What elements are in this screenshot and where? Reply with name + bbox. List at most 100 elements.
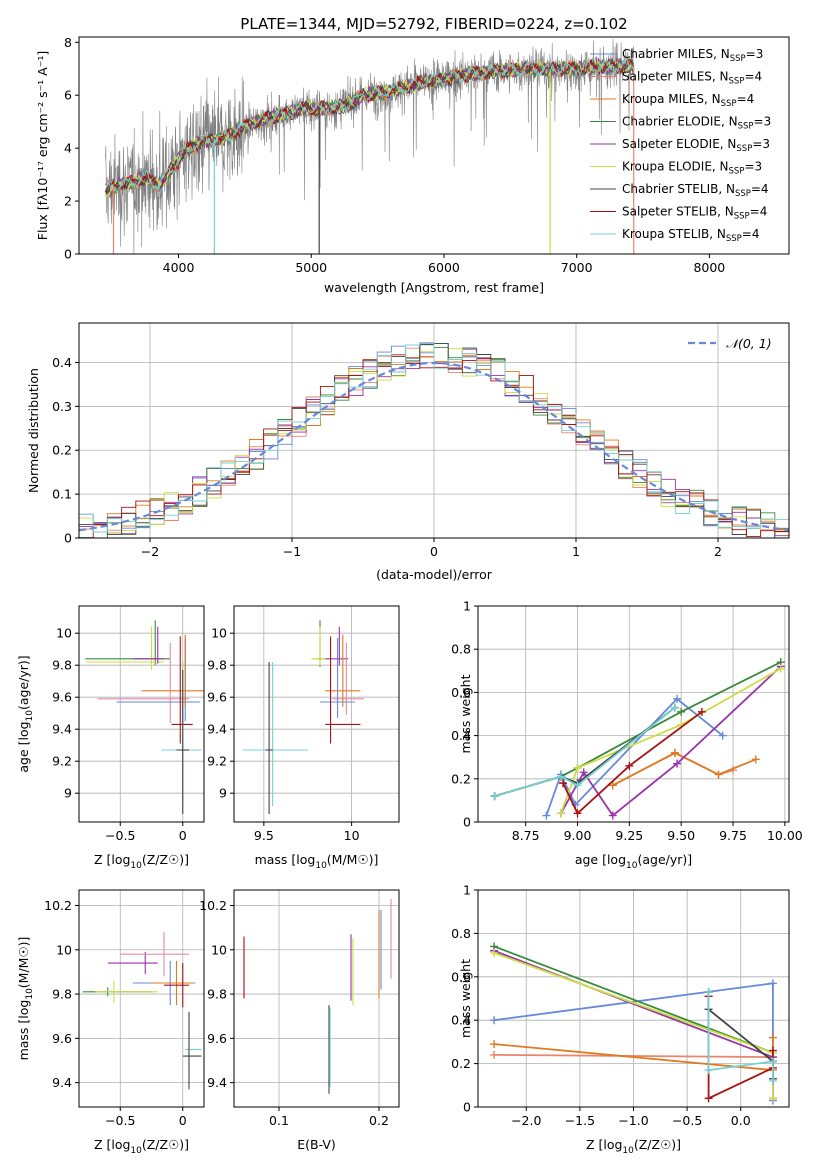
legend-label: Salpeter MILES, NSSP=4 <box>622 70 762 87</box>
legend-tail: =4 <box>744 70 762 84</box>
model-fit-line <box>105 56 634 194</box>
label-sub: 10 <box>25 988 35 1000</box>
legend-tail: =3 <box>746 47 764 61</box>
model-fit-line <box>105 58 634 195</box>
y-tick-label: 10.2 <box>44 898 72 913</box>
weight-marker <box>751 755 760 764</box>
legend-tail: =4 <box>751 182 769 196</box>
y-tick-label: 9.8 <box>207 658 227 673</box>
y-axis-label: Normed distribution <box>26 368 41 493</box>
xlabel-axis-label: Z [log10(Z/Z☉)] <box>586 1137 681 1156</box>
x-tick-label: 9.5 <box>254 828 274 843</box>
y-tick-label: 9.6 <box>52 1031 72 1046</box>
weight-series-line <box>612 751 757 787</box>
axes-frame <box>233 605 400 823</box>
legend-sub: SSP <box>736 144 752 154</box>
x-tick-label: 0.2 <box>369 1113 389 1128</box>
y-tick-label: 9.6 <box>207 1031 227 1046</box>
y-tick-label: 0.8 <box>451 926 471 941</box>
y-tick-label: 8 <box>64 35 72 50</box>
ylabel-axis-label: age [log10(age/yr)] <box>16 655 35 772</box>
weight-marker <box>556 772 565 781</box>
x-tick-label: 0 <box>179 1113 187 1128</box>
histogram-step <box>78 342 790 538</box>
x-tick-label: −0.5 <box>105 1113 135 1128</box>
weight-marker <box>608 781 617 790</box>
x-tick-label: 0.0 <box>731 1113 751 1128</box>
weight-marker <box>490 1040 499 1049</box>
y-tick-label: 0.2 <box>451 771 471 786</box>
x-tick-label: 1 <box>572 544 580 559</box>
x-tick-label: 7000 <box>561 260 593 275</box>
legend-label: Chabrier ELODIE, NSSP=3 <box>622 115 771 132</box>
y-tick-label: 9.6 <box>207 690 227 705</box>
y-tick-label: 2 <box>64 194 72 209</box>
weight-marker <box>490 948 499 957</box>
figure-title: PLATE=1344, MJD=52792, FIBERID=0224, z=0… <box>240 15 627 33</box>
weight-series-line <box>707 992 774 1081</box>
x-axis-label: wavelength [Angstrom, rest frame] <box>324 280 544 295</box>
label-main: Z [log <box>94 852 130 867</box>
weight-marker <box>768 979 777 988</box>
legend-main: Chabrier STELIB, N <box>622 182 735 196</box>
weight-marker <box>573 764 582 772</box>
weight-series-line <box>560 667 782 814</box>
label-sub: 10 <box>130 1146 142 1156</box>
axes-frame <box>78 889 205 1108</box>
legend-main: Chabrier MILES, N <box>622 47 730 61</box>
weight-marker <box>490 1016 499 1025</box>
y-tick-label: 9.8 <box>52 987 72 1002</box>
x-tick-label: 0 <box>179 828 187 843</box>
weight-marker <box>559 779 568 788</box>
label-tail: (M/M☉)] <box>16 937 31 989</box>
label-sub: 10 <box>622 1146 634 1156</box>
weight-marker <box>542 811 551 820</box>
weight-marker <box>714 770 723 779</box>
weight-marker <box>704 1066 713 1075</box>
xlabel-axis-label: age [log10(age/yr)] <box>575 852 692 871</box>
legend-main: Kroupa STELIB, N <box>622 227 726 241</box>
y-tick-label: 6 <box>64 88 72 103</box>
legend-sub: SSP <box>730 54 746 64</box>
y-tick-label: 0.6 <box>451 969 471 984</box>
y-tick-label: 9.4 <box>52 1075 72 1090</box>
x-tick-label: 0 <box>430 544 438 559</box>
x-tick-label: −1 <box>283 544 301 559</box>
label-main: age [log <box>575 852 626 867</box>
legend-sub: SSP <box>721 99 737 109</box>
y-tick-label: 10 <box>56 626 72 641</box>
y-tick-label: 0 <box>64 247 72 262</box>
weight-series-line <box>494 661 782 797</box>
y-tick-label: 9.2 <box>52 754 72 769</box>
legend-main: Kroupa ELODIE, N <box>622 160 729 174</box>
weight-series-line <box>612 751 734 787</box>
label-tail: (age/yr)] <box>16 655 31 710</box>
y-axis-label: Flux [fλ10⁻¹⁷ erg cm⁻² s⁻¹ A⁻¹] <box>35 51 50 240</box>
normal-reference-curve <box>78 361 790 532</box>
legend-sub: SSP <box>735 189 751 199</box>
label-tail: (Z/Z☉)] <box>634 1137 681 1152</box>
spectrum-panel: 4000 5000 6000 7000 8000 0 2 4 6 8 wavelength [Ang… <box>35 35 790 295</box>
y-tick-label: 0.6 <box>451 685 471 700</box>
age-weight-panel: 8.75 9.00 9.25 9.50 9.75 10.00 0 0.2 0.4 0.6 0.8 1 a… <box>451 599 803 872</box>
y-tick-label: 10.2 <box>199 898 227 913</box>
legend-label: Kroupa MILES, NSSP=4 <box>622 92 754 109</box>
xlabel-axis-label: Z [log10(Z/Z☉)] <box>94 1137 189 1156</box>
legend-main: Kroupa MILES, N <box>622 92 721 106</box>
label-tail: (Z/Z☉)] <box>142 852 189 867</box>
label-sub: 10 <box>130 861 142 871</box>
x-tick-label: −0.5 <box>672 1113 702 1128</box>
y-tick-label: 9.4 <box>207 1075 227 1090</box>
weight-marker <box>768 1076 777 1085</box>
legend-label: Kroupa ELODIE, NSSP=3 <box>622 160 762 177</box>
y-tick-label: 9.2 <box>207 754 227 769</box>
y-tick-label: 10 <box>211 942 227 957</box>
weight-marker <box>768 1033 777 1042</box>
legend-tail: =3 <box>744 160 762 174</box>
legend-tail: =4 <box>742 227 760 241</box>
x-tick-label: 5000 <box>295 260 327 275</box>
